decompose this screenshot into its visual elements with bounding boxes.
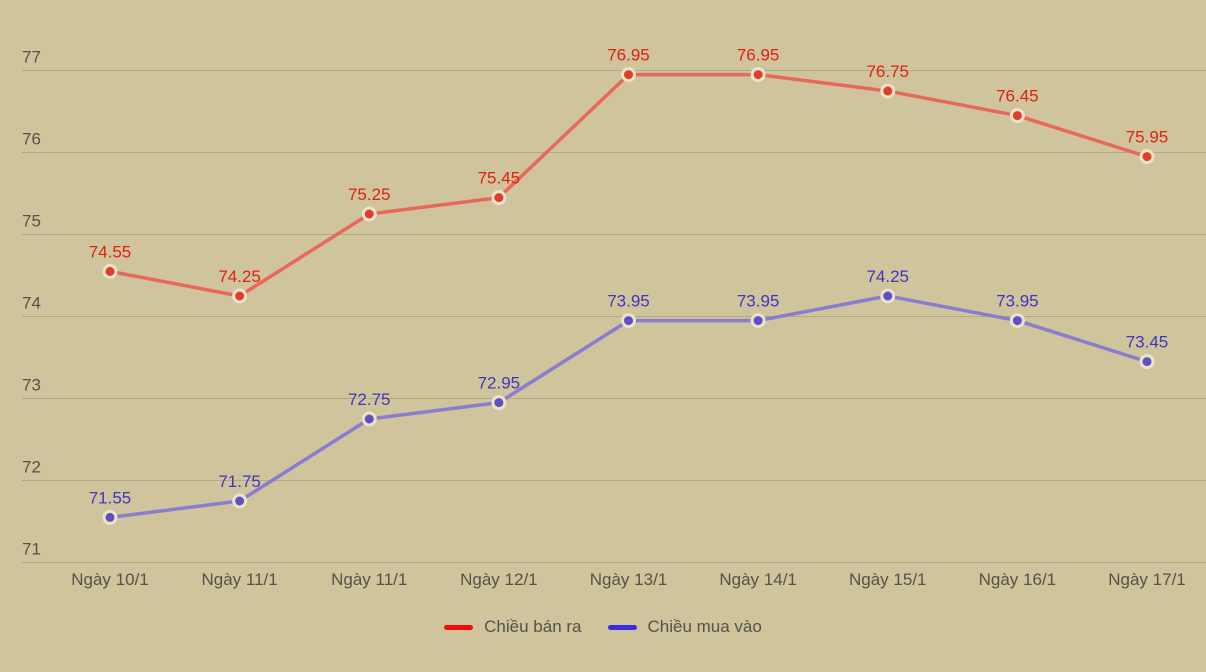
x-axis-category-label: Ngày 11/1: [202, 570, 278, 589]
data-point-label: 73.95: [737, 292, 780, 311]
x-axis-category-label: Ngày 17/1: [1108, 570, 1186, 589]
data-point-label: 75.25: [348, 185, 391, 204]
x-axis-category-label: Ngày 13/1: [590, 570, 668, 589]
y-axis-tick-label: 71: [22, 540, 41, 559]
x-axis-category-label: Ngày 15/1: [849, 570, 927, 589]
data-point-marker[interactable]: [621, 67, 636, 83]
data-point-marker[interactable]: [102, 263, 118, 279]
data-point-marker[interactable]: [1009, 108, 1025, 124]
y-axis-tick-label: 75: [22, 212, 41, 231]
y-axis-tick-label: 72: [22, 458, 41, 477]
data-point-label: 74.25: [866, 267, 909, 286]
data-point-marker[interactable]: [232, 493, 248, 509]
data-point-label: 76.45: [996, 87, 1039, 106]
data-point-label: 75.95: [1126, 128, 1169, 147]
data-point-marker[interactable]: [491, 395, 507, 411]
y-axis-tick-label: 73: [22, 376, 41, 395]
data-point-label: 73.45: [1126, 333, 1169, 352]
x-axis-category-label: Ngày 11/1: [331, 570, 407, 589]
y-axis-tick-label: 76: [22, 130, 41, 149]
y-axis-tick-label: 74: [22, 294, 41, 313]
data-point-label: 73.95: [607, 292, 650, 311]
x-axis-category-label: Ngày 10/1: [71, 570, 149, 589]
data-point-label: 72.75: [348, 390, 391, 409]
legend-item-chieu-mua-vao[interactable]: Chiều mua vào: [607, 617, 762, 637]
x-axis-category-label: Ngày 12/1: [460, 570, 538, 589]
series-line-chieu-ban-ra: [108, 72, 1149, 298]
data-point-label: 73.95: [996, 292, 1039, 311]
data-point-marker[interactable]: [1139, 149, 1155, 165]
data-point-marker[interactable]: [750, 67, 766, 83]
data-point-marker[interactable]: [1009, 313, 1025, 329]
data-point-label: 75.45: [478, 169, 521, 188]
data-point-label: 71.55: [89, 488, 132, 507]
legend-swatch-chieu-mua-vao: [607, 624, 637, 630]
data-point-label: 72.95: [478, 374, 521, 393]
data-point-label: 74.25: [218, 267, 261, 286]
legend-label-chieu-ban-ra: Chiều bán ra: [484, 617, 582, 636]
data-point-marker[interactable]: [1139, 354, 1155, 370]
data-point-marker[interactable]: [232, 288, 248, 304]
data-point-label: 76.95: [737, 46, 780, 65]
x-axis-category-label: Ngày 14/1: [719, 570, 797, 589]
y-axis-tick-label: 77: [22, 48, 41, 67]
data-point-label: 71.75: [218, 472, 261, 491]
series-line-chieu-mua-vao: [108, 294, 1149, 520]
legend-label-chieu-mua-vao: Chiều mua vào: [647, 617, 762, 636]
data-point-label: 76.75: [866, 62, 909, 81]
chart-legend: Chiều bán ra Chiều mua vào: [0, 617, 1206, 637]
data-point-marker[interactable]: [880, 83, 896, 99]
data-point-marker[interactable]: [880, 288, 896, 304]
x-axis-category-label: Ngày 16/1: [979, 570, 1057, 589]
legend-swatch-chieu-ban-ra: [444, 624, 474, 630]
data-point-label: 76.95: [607, 46, 650, 65]
data-point-marker[interactable]: [491, 190, 507, 206]
legend-item-chieu-ban-ra[interactable]: Chiều bán ra: [444, 617, 582, 637]
data-point-label: 74.55: [89, 242, 132, 261]
data-point-marker[interactable]: [621, 313, 636, 329]
data-point-marker[interactable]: [361, 411, 377, 427]
data-point-marker[interactable]: [361, 206, 377, 222]
data-point-marker[interactable]: [102, 509, 118, 525]
data-point-marker[interactable]: [750, 313, 766, 329]
